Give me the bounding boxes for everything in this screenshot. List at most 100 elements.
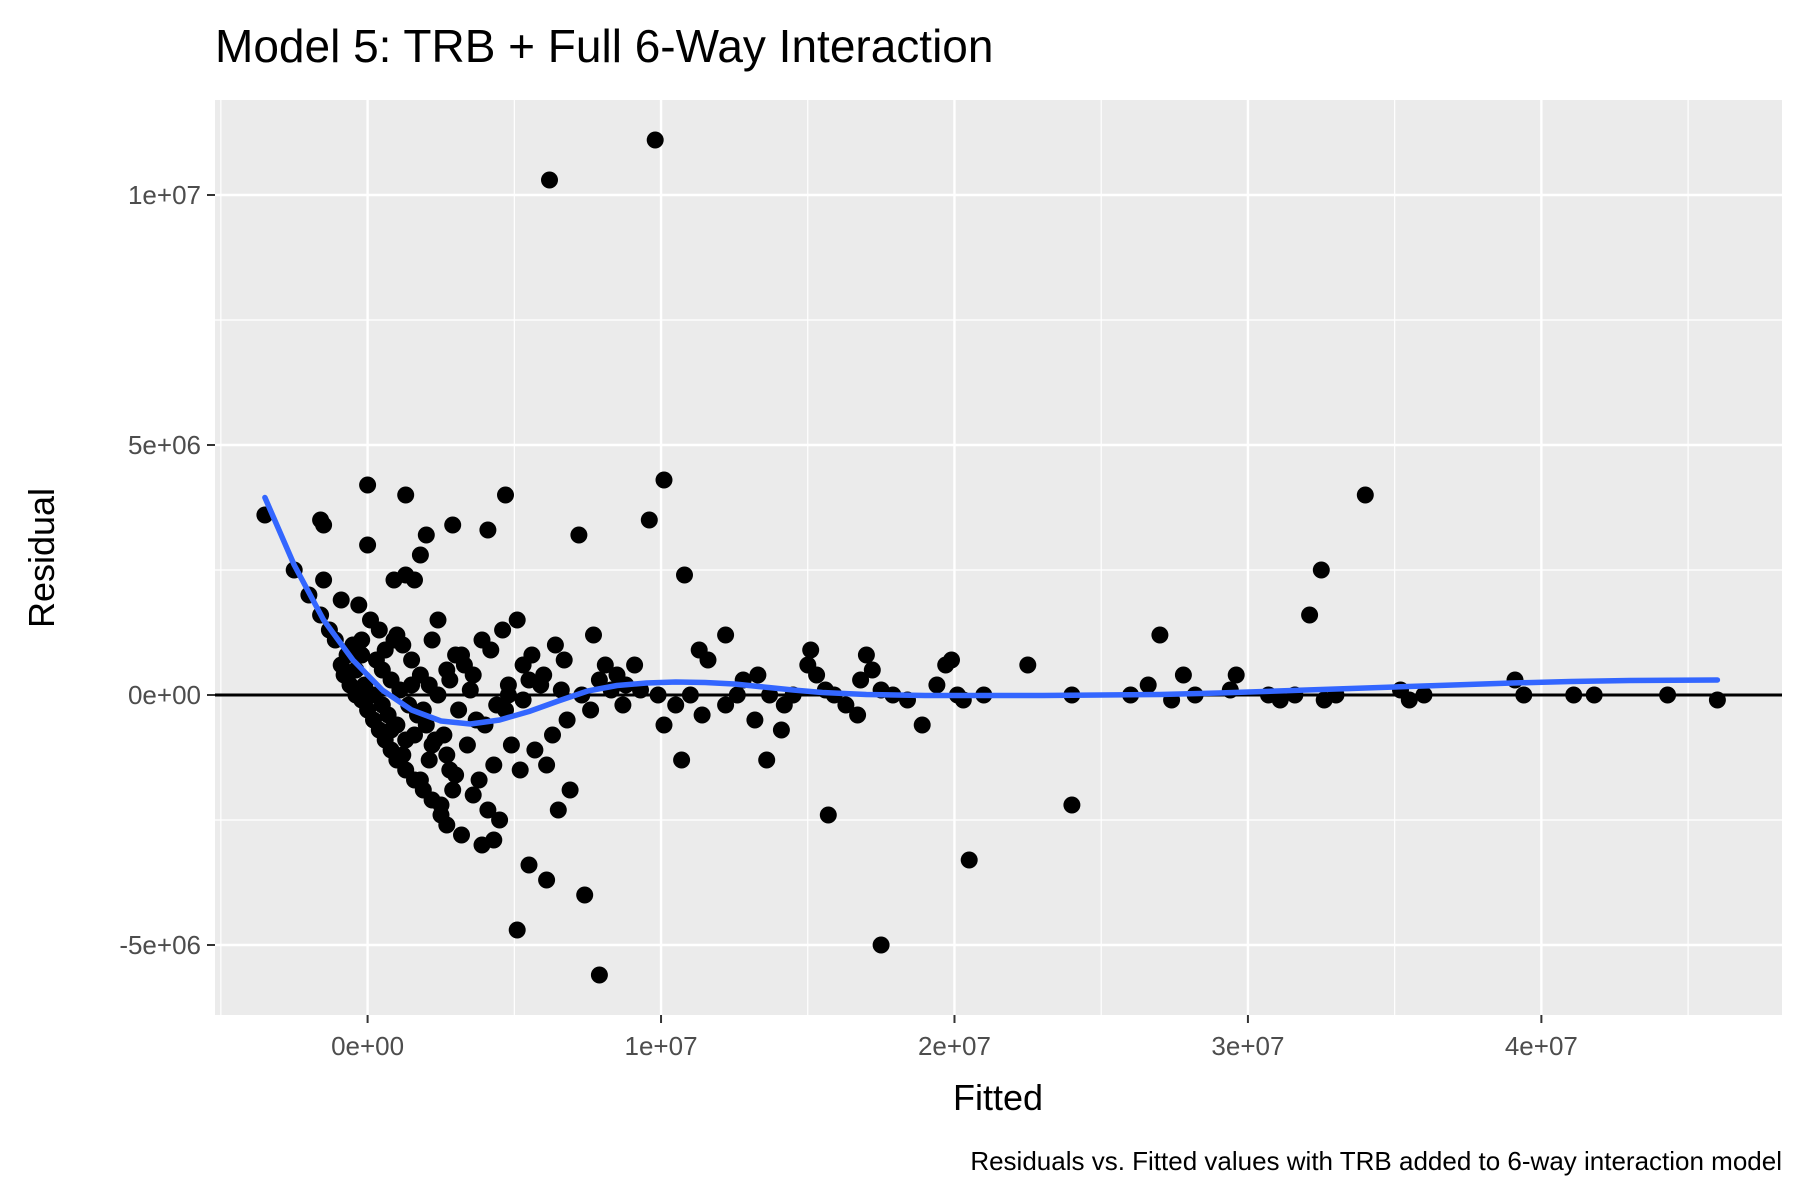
data-point [582, 701, 600, 719]
data-point [849, 706, 867, 724]
data-point [359, 476, 377, 494]
data-point [482, 641, 500, 659]
data-point [549, 801, 567, 819]
data-point [470, 771, 488, 789]
data-point [576, 886, 594, 904]
data-point [435, 726, 453, 744]
chart-title: Model 5: TRB + Full 6-Way Interaction [215, 20, 993, 72]
data-point [1227, 666, 1245, 684]
data-point [485, 756, 503, 774]
data-point [1356, 486, 1374, 504]
data-point [453, 646, 470, 664]
data-point [411, 546, 429, 564]
data-point [403, 676, 421, 694]
data-point [667, 696, 685, 714]
data-point [1585, 686, 1603, 704]
data-point [585, 626, 602, 644]
x-tick-label: 3e+07 [1211, 1031, 1284, 1061]
data-point [808, 666, 826, 684]
data-point [499, 686, 517, 704]
data-point [746, 711, 764, 729]
data-point [444, 516, 462, 534]
data-point [315, 571, 333, 589]
data-point [461, 681, 479, 699]
data-point [388, 626, 406, 644]
data-point [960, 851, 978, 869]
data-point [488, 696, 506, 714]
x-axis-ticks: 0e+00 1e+07 2e+07 3e+07 4e+07 [331, 1015, 1578, 1061]
data-point [441, 671, 459, 689]
data-point [872, 936, 890, 954]
data-point [494, 621, 512, 639]
data-point [943, 651, 960, 669]
data-point [626, 656, 644, 674]
data-point [913, 716, 931, 734]
data-point [538, 756, 556, 774]
data-point [417, 526, 435, 544]
data-point [406, 726, 423, 744]
x-tick-label: 4e+07 [1505, 1031, 1578, 1061]
data-point [1565, 686, 1583, 704]
y-tick-label: 5e+06 [128, 430, 201, 460]
data-point [1063, 796, 1081, 814]
data-point [479, 801, 497, 819]
data-point [655, 716, 673, 734]
data-point [555, 651, 573, 669]
data-point [693, 706, 711, 724]
data-point [640, 511, 658, 529]
x-tick-label: 2e+07 [918, 1031, 991, 1061]
data-point [546, 636, 564, 654]
data-point [561, 781, 579, 799]
data-point [570, 526, 588, 544]
data-point [819, 806, 837, 824]
data-point [538, 871, 556, 889]
data-point [1415, 686, 1433, 704]
data-point [526, 741, 544, 759]
data-point [520, 856, 538, 874]
data-point [423, 631, 441, 649]
y-tick-label: 1e+07 [128, 180, 201, 210]
data-point [1515, 686, 1533, 704]
data-point [772, 721, 790, 739]
x-tick-label: 0e+00 [331, 1031, 404, 1061]
data-point [403, 651, 421, 669]
data-point [514, 656, 532, 674]
data-point [1151, 626, 1169, 644]
data-point [852, 671, 870, 689]
data-point [353, 646, 371, 664]
data-point [497, 486, 514, 504]
data-point [388, 716, 406, 734]
data-point [520, 671, 538, 689]
data-point [1174, 666, 1192, 684]
data-point [450, 701, 468, 719]
data-point [423, 736, 441, 754]
data-point [370, 621, 388, 639]
data-point [441, 761, 459, 779]
plot-panel [215, 100, 1782, 1015]
x-tick-label: 1e+07 [625, 1031, 698, 1061]
data-point [397, 486, 415, 504]
y-axis-title: Residual [21, 488, 62, 628]
data-point [514, 691, 532, 709]
chart-caption: Residuals vs. Fitted values with TRB add… [970, 1146, 1782, 1176]
data-point [1506, 671, 1524, 689]
data-point [699, 651, 717, 669]
y-tick-label: -5e+06 [119, 930, 201, 960]
data-point [676, 566, 693, 584]
data-point [857, 646, 875, 664]
data-point [432, 796, 450, 814]
data-point [312, 511, 330, 529]
data-point [1271, 691, 1289, 709]
data-point [508, 921, 526, 939]
data-point [511, 761, 529, 779]
data-point [350, 596, 368, 614]
data-point [552, 681, 570, 699]
data-point [485, 831, 503, 849]
data-point [717, 696, 735, 714]
data-point [444, 781, 462, 799]
data-point [464, 666, 482, 684]
data-point [928, 676, 946, 694]
data-point [749, 666, 767, 684]
data-point [1019, 656, 1037, 674]
data-point [717, 626, 735, 644]
